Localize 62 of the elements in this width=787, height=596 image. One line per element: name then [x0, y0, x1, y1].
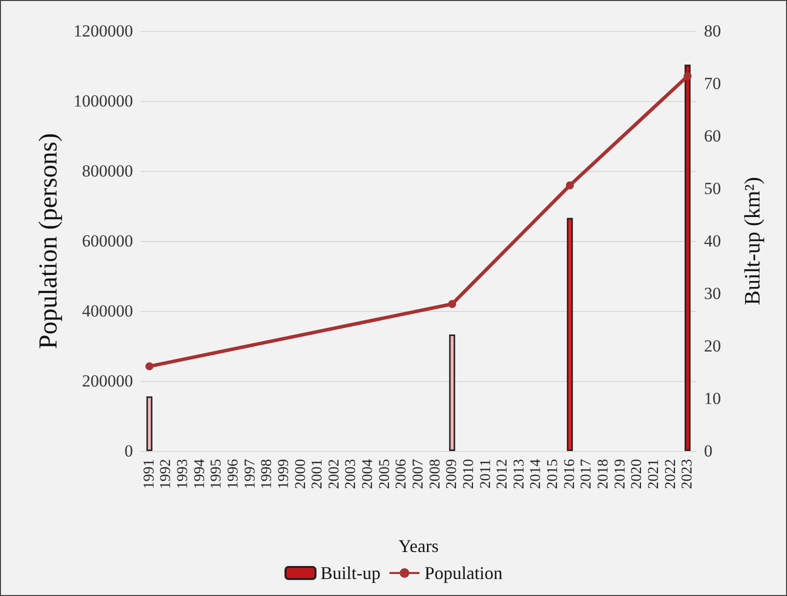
point [566, 181, 574, 190]
point [145, 362, 154, 370]
y-tick-label: 400000 [82, 302, 133, 320]
y2-axis-title: Built-up (km²) [740, 176, 764, 306]
x-tick-label: 2010 [460, 459, 477, 489]
x-tick-label: 2011 [478, 459, 494, 488]
x-tick-label: 2008 [427, 459, 444, 489]
x-tick-label: 1993 [175, 459, 192, 489]
x-tick-label: 1996 [226, 458, 242, 489]
y-tick-label: 200000 [82, 372, 133, 390]
x-axis-title: Years [398, 536, 439, 556]
legend-label: Population [424, 563, 503, 583]
x-tick-label: 1992 [158, 459, 174, 489]
x-tick-label: 2020 [629, 459, 646, 489]
x-tick-label: 2015 [545, 459, 562, 489]
point [684, 72, 692, 80]
y-tick-label: 800000 [82, 162, 133, 180]
y2-tick-label: 40 [704, 232, 721, 250]
x-tick-label: 2000 [292, 459, 309, 489]
y-tick-label: 600000 [82, 232, 133, 250]
legend-label: Built-up [320, 563, 381, 583]
x-tick-label: 2006 [394, 458, 410, 489]
y-axis-title: Population (persons) [34, 133, 62, 349]
y2-tick-label: 10 [704, 389, 721, 408]
x-tick-label: 2009 [444, 459, 460, 489]
x-tick-label: 2005 [376, 459, 393, 489]
x-tick-label: 1994 [192, 458, 208, 489]
x-tick-label: 2002 [326, 459, 342, 489]
x-tick-label: 2013 [511, 459, 528, 489]
x-tick-label: 1997 [242, 458, 258, 489]
y2-tick-label: 70 [704, 74, 721, 93]
y-tick-label: 1000000 [74, 92, 133, 110]
x-tick-label: 2001 [310, 459, 326, 489]
bar [566, 218, 573, 451]
x-tick-label: 2021 [646, 459, 662, 489]
x-tick-label: 1995 [208, 459, 225, 489]
y2-tick-label: 0 [704, 442, 712, 460]
x-tick-label: 2012 [494, 459, 511, 489]
y-tick-label: 1200000 [74, 22, 133, 40]
bar [449, 334, 456, 451]
bar [146, 396, 152, 451]
y2-tick-label: 80 [704, 22, 721, 40]
x-tick-label: 2023 [680, 459, 696, 489]
x-tick-label: 2019 [612, 459, 628, 489]
x-tick-label: 1999 [276, 459, 292, 489]
y2-tick-label: 60 [704, 126, 721, 146]
x-tick-label: 2022 [662, 459, 679, 489]
x-tick-label: 1991 [141, 459, 158, 489]
y-tick-label: 0 [124, 442, 133, 460]
bar [684, 64, 691, 451]
x-tick-label: 2003 [343, 459, 360, 489]
y2-tick-label: 30 [704, 284, 721, 303]
x-tick-label: 2007 [410, 458, 426, 489]
x-tick-label: 2004 [360, 458, 376, 489]
y2-tick-label: 20 [704, 336, 721, 356]
x-tick-label: 2014 [528, 458, 544, 489]
x-tick-label: 2018 [596, 459, 612, 489]
x-tick-label: 1998 [259, 459, 276, 489]
y2-tick-label: 50 [704, 179, 721, 198]
x-tick-label: 2017 [578, 458, 595, 489]
x-tick-label: 2016 [562, 458, 578, 489]
point [448, 300, 456, 308]
